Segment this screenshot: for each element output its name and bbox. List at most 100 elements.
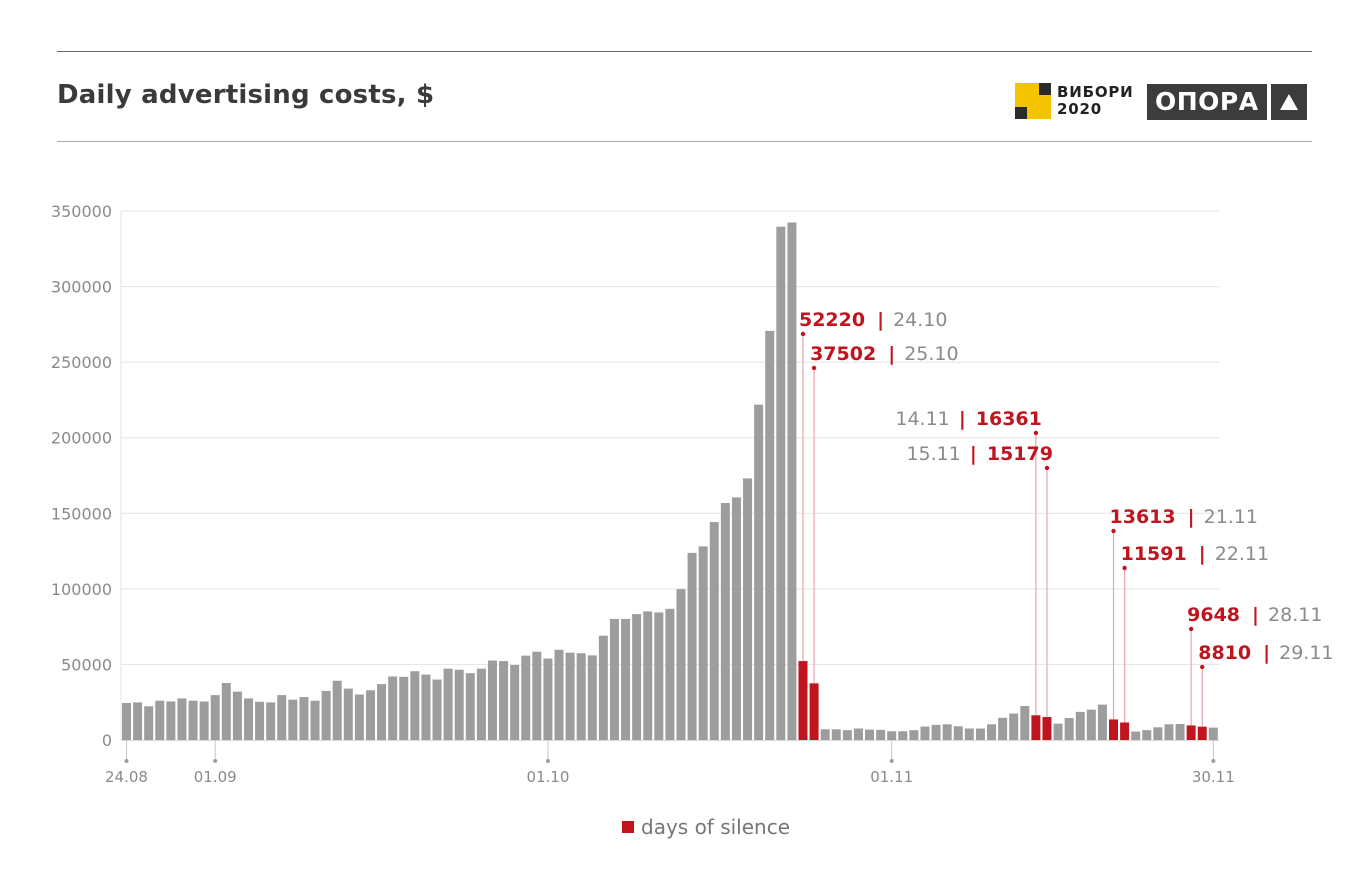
grid-cell bbox=[1039, 107, 1051, 119]
annotation-date: 14.11 bbox=[895, 408, 949, 430]
bar bbox=[177, 698, 187, 740]
bar bbox=[310, 700, 320, 740]
bar bbox=[122, 702, 131, 740]
bar bbox=[898, 731, 908, 740]
bar bbox=[565, 652, 575, 740]
bar bbox=[576, 653, 586, 740]
legend-swatch-silence bbox=[622, 821, 634, 833]
bar bbox=[853, 728, 863, 740]
bar bbox=[255, 701, 265, 740]
annotation-date: 28.11 bbox=[1268, 604, 1322, 626]
triangle-up-icon bbox=[1270, 84, 1307, 120]
annotation-separator: | bbox=[877, 309, 884, 331]
bar bbox=[321, 690, 331, 740]
bar bbox=[609, 618, 619, 740]
grid-cell bbox=[1015, 95, 1027, 107]
annotation-date: 25.10 bbox=[904, 343, 958, 365]
bar bbox=[243, 698, 253, 740]
bar bbox=[288, 699, 298, 740]
bar bbox=[399, 676, 409, 740]
x-tick-dot bbox=[545, 759, 550, 763]
bar bbox=[1097, 704, 1107, 740]
bar bbox=[443, 668, 453, 740]
bar bbox=[709, 522, 719, 740]
bar bbox=[166, 701, 176, 740]
bars bbox=[122, 222, 1218, 740]
bar bbox=[687, 552, 697, 740]
x-tick-dot bbox=[124, 759, 129, 763]
annotation-date: 24.10 bbox=[893, 309, 947, 331]
annotation-value: 9648 bbox=[1187, 604, 1240, 626]
y-tick-label: 150000 bbox=[51, 504, 112, 523]
bar-silence-day bbox=[1109, 719, 1119, 740]
bar bbox=[133, 702, 143, 740]
bar bbox=[365, 690, 375, 740]
annotation-date: 21.11 bbox=[1204, 506, 1258, 528]
bar bbox=[454, 669, 464, 740]
bar bbox=[1175, 723, 1185, 740]
bar bbox=[354, 694, 364, 740]
bar bbox=[632, 614, 642, 740]
x-tick-label: 01.11 bbox=[870, 768, 913, 786]
x-tick-dot bbox=[213, 759, 218, 763]
bar bbox=[465, 673, 475, 740]
annotation-separator: | bbox=[1199, 543, 1206, 565]
bar bbox=[820, 729, 830, 740]
bar bbox=[266, 702, 276, 740]
annotation-date: 15.11 bbox=[906, 443, 960, 465]
bar bbox=[698, 546, 708, 740]
annotation-dot bbox=[1122, 565, 1127, 571]
x-tick-label: 01.09 bbox=[194, 768, 237, 786]
bar bbox=[377, 684, 387, 740]
chart-title: Daily advertising costs, $ bbox=[57, 80, 435, 110]
bar bbox=[1164, 724, 1174, 740]
annotation-value: 37502 bbox=[810, 343, 876, 365]
bar bbox=[765, 330, 775, 740]
bar bbox=[1142, 730, 1152, 740]
bar bbox=[975, 728, 985, 740]
vybory-2020-logo: ВИБОРИ 2020 bbox=[1015, 83, 1134, 119]
bar bbox=[210, 695, 220, 740]
bar bbox=[998, 717, 1008, 740]
x-tick-label: 24.08 bbox=[105, 768, 148, 786]
y-tick-label: 250000 bbox=[51, 353, 112, 372]
bar bbox=[876, 729, 886, 740]
legend-label: days of silence bbox=[641, 815, 791, 839]
bar bbox=[1086, 709, 1096, 740]
bar bbox=[964, 728, 974, 740]
bar bbox=[831, 729, 841, 740]
annotation-separator: | bbox=[1263, 642, 1270, 664]
bar-silence-day bbox=[1042, 717, 1052, 740]
y-tick-label: 0 bbox=[102, 731, 112, 750]
opora-logo: ОПОРА bbox=[1147, 84, 1307, 120]
y-tick-label: 200000 bbox=[51, 429, 112, 448]
bar bbox=[1153, 727, 1163, 740]
annotation-value: 52220 bbox=[799, 309, 865, 331]
header-bottom-rule bbox=[57, 141, 1312, 142]
bar bbox=[1009, 713, 1019, 740]
bar bbox=[720, 503, 730, 740]
bar bbox=[754, 404, 764, 740]
annotation-value: 13613 bbox=[1110, 506, 1176, 528]
bar bbox=[942, 724, 952, 740]
bar bbox=[909, 730, 919, 740]
bar bbox=[621, 618, 631, 740]
vybory-logo-line2: 2020 bbox=[1057, 100, 1102, 118]
bar bbox=[665, 608, 675, 740]
bar-silence-day bbox=[1120, 722, 1130, 740]
bar bbox=[421, 674, 431, 740]
bar bbox=[144, 706, 154, 740]
bar bbox=[1131, 731, 1141, 740]
bar-silence-day bbox=[809, 683, 819, 740]
bar bbox=[731, 497, 741, 740]
bar bbox=[221, 683, 231, 740]
bar-silence-day bbox=[1031, 715, 1041, 740]
opora-logo-word: ОПОРА bbox=[1147, 84, 1267, 120]
bar-silence-day bbox=[1186, 725, 1196, 740]
bar bbox=[776, 226, 786, 740]
bar bbox=[499, 661, 509, 740]
grid-cell bbox=[1015, 107, 1027, 119]
bar bbox=[155, 700, 165, 740]
y-tick-label: 100000 bbox=[51, 580, 112, 599]
